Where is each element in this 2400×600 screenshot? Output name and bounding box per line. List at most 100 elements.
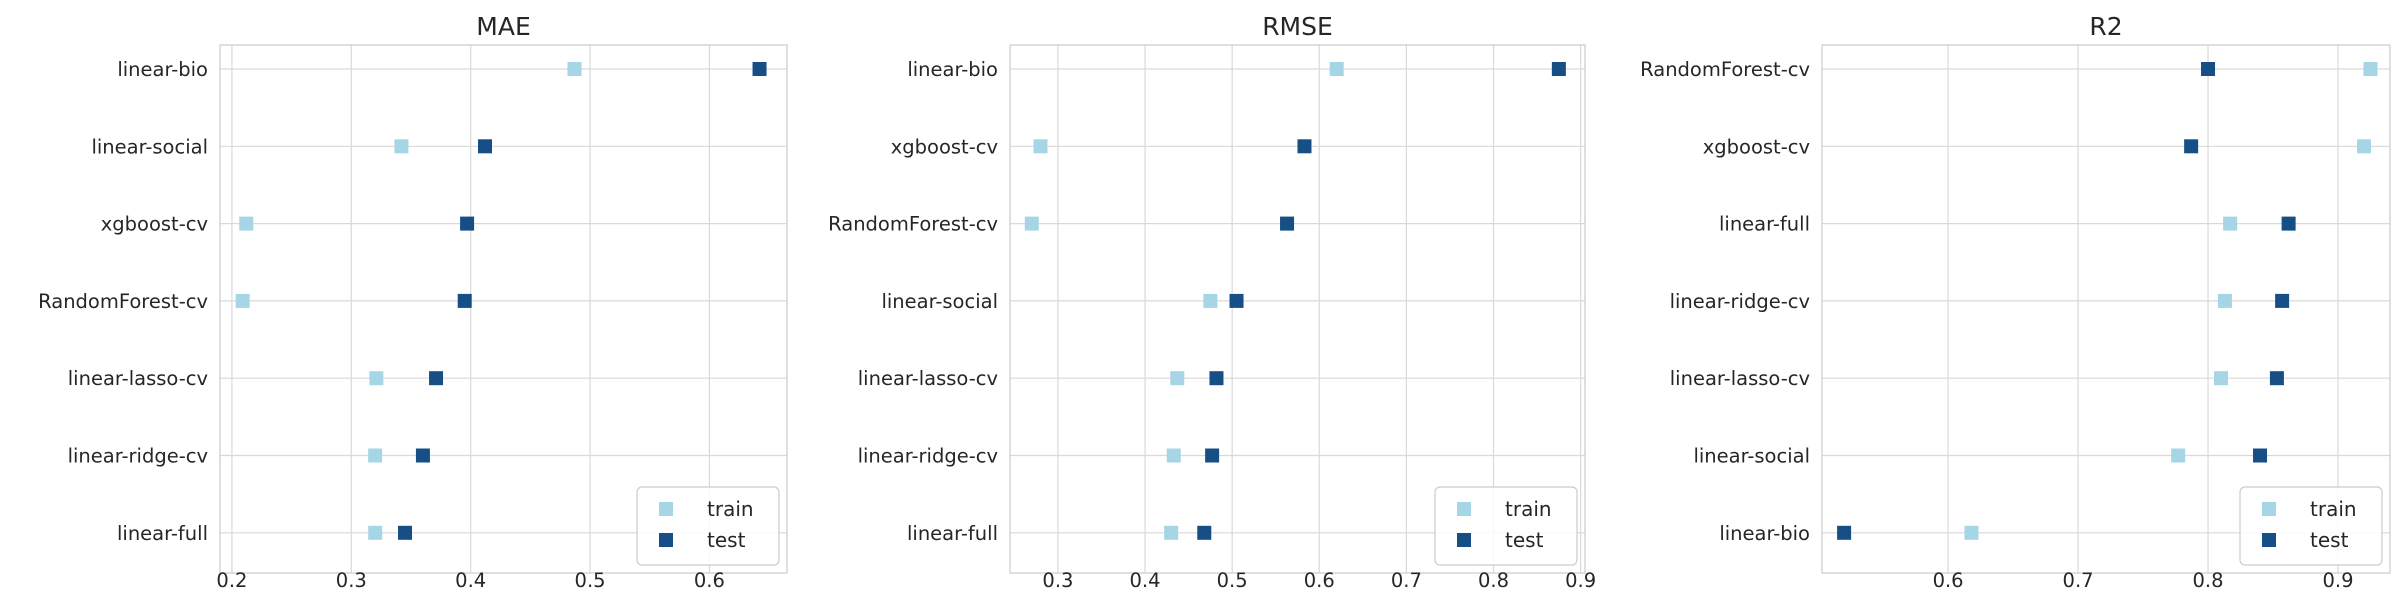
- rmse-train-marker-linear-lasso-cv: [1170, 371, 1185, 386]
- mae-test-marker-linear-full: [398, 525, 413, 540]
- r2-y-tick-label: linear-social: [1693, 445, 1810, 468]
- rmse-x-tick-label: 0.4: [1130, 569, 1161, 592]
- mae-test-marker-RandomForest-cv: [457, 293, 472, 308]
- mae-y-tick-label: linear-bio: [117, 58, 208, 81]
- mae-y-tick-label: RandomForest-cv: [38, 290, 208, 313]
- mae-train-marker-linear-ridge-cv: [368, 448, 383, 463]
- mae-x-tick-label: 0.6: [694, 569, 725, 592]
- r2-test-marker-linear-social: [2253, 448, 2268, 463]
- mae-y-tick-label: linear-ridge-cv: [68, 445, 208, 468]
- mae-train-marker-linear-full: [368, 525, 383, 540]
- r2-x-tick-label: 0.7: [2063, 569, 2094, 592]
- mae-markers: [235, 62, 767, 540]
- r2-legend-train-swatch: [2262, 502, 2276, 516]
- mae-x-tick-label: 0.3: [336, 569, 367, 592]
- r2-y-tick-label: linear-full: [1719, 213, 1810, 236]
- r2-x-tick-label: 0.9: [2323, 569, 2354, 592]
- rmse-train-marker-linear-social: [1203, 293, 1218, 308]
- r2-plot-area: [1821, 44, 2391, 574]
- r2-markers: [1837, 62, 2378, 540]
- mae-y-tick-label: linear-lasso-cv: [68, 367, 208, 390]
- r2-legend-train-label: train: [2310, 497, 2357, 521]
- rmse-x-tick-labels: 0.3 0.4 0.5 0.6 0.7 0.8 0.9: [1042, 569, 1596, 592]
- rmse-plot-area: [1009, 44, 1586, 574]
- rmse-y-tick-label: linear-bio: [907, 58, 998, 81]
- mae-plot-area: [219, 44, 788, 574]
- rmse-train-marker-xgboost-cv: [1033, 139, 1048, 154]
- mae-legend-test-swatch: [659, 533, 673, 547]
- r2-train-marker-linear-ridge-cv: [2217, 293, 2232, 308]
- r2-title: R2: [2089, 12, 2122, 41]
- rmse-legend-train-label: train: [1505, 497, 1552, 521]
- r2-test-marker-linear-full: [2281, 216, 2296, 231]
- r2-y-tick-label: linear-lasso-cv: [1670, 367, 1810, 390]
- rmse-y-tick-labels: linear-bio xgboost-cv RandomForest-cv linea…: [828, 58, 998, 545]
- r2-train-marker-xgboost-cv: [2357, 139, 2372, 154]
- mae-x-tick-label: 0.4: [455, 569, 486, 592]
- r2-train-marker-RandomForest-cv: [2363, 62, 2378, 76]
- r2-test-marker-RandomForest-cv: [2201, 62, 2216, 76]
- rmse-x-tick-label: 0.3: [1042, 569, 1073, 592]
- r2-grid: [1822, 45, 2390, 573]
- rmse-train-marker-RandomForest-cv: [1024, 216, 1039, 231]
- r2-legend: train test: [2239, 486, 2383, 566]
- mae-test-marker-linear-social: [477, 139, 492, 154]
- mae-legend-train-label: train: [707, 497, 754, 521]
- mae-x-tick-label: 0.5: [575, 569, 606, 592]
- r2-train-marker-linear-full: [2223, 216, 2238, 231]
- r2-y-tick-label: linear-ridge-cv: [1670, 290, 1810, 313]
- mae-panel: MAE linear-bio linear-social xgboost-cv Ran…: [38, 12, 788, 592]
- mae-x-tick-label: 0.2: [216, 569, 247, 592]
- rmse-legend-train-swatch: [1457, 502, 1471, 516]
- mae-title: MAE: [476, 12, 530, 41]
- mae-train-marker-linear-bio: [567, 62, 582, 76]
- rmse-train-marker-linear-full: [1164, 525, 1179, 540]
- r2-test-marker-linear-lasso-cv: [2269, 371, 2284, 386]
- r2-y-tick-label: xgboost-cv: [1703, 135, 1810, 158]
- rmse-legend: train test: [1434, 486, 1578, 566]
- rmse-title: RMSE: [1262, 12, 1333, 41]
- rmse-grid: [1010, 45, 1585, 573]
- mae-train-marker-xgboost-cv: [239, 216, 254, 231]
- mae-y-tick-labels: linear-bio linear-social xgboost-cv RandomF…: [38, 58, 208, 545]
- rmse-x-tick-label: 0.7: [1391, 569, 1422, 592]
- rmse-x-tick-label: 0.9: [1565, 569, 1596, 592]
- rmse-test-marker-linear-bio: [1551, 62, 1566, 76]
- r2-y-tick-label: RandomForest-cv: [1640, 58, 1810, 81]
- mae-grid: [220, 45, 787, 573]
- r2-test-marker-linear-bio: [1837, 525, 1852, 540]
- rmse-train-marker-linear-ridge-cv: [1166, 448, 1181, 463]
- r2-test-marker-xgboost-cv: [2184, 139, 2199, 154]
- mae-train-marker-RandomForest-cv: [235, 293, 250, 308]
- r2-test-marker-linear-ridge-cv: [2275, 293, 2290, 308]
- rmse-y-tick-label: xgboost-cv: [891, 135, 998, 158]
- rmse-panel: RMSE linear-bio xgboost-cv RandomForest-cv…: [828, 12, 1596, 592]
- r2-x-tick-labels: 0.6 0.7 0.8 0.9: [1933, 569, 2354, 592]
- r2-legend-test-label: test: [2310, 528, 2349, 552]
- mae-y-tick-label: linear-social: [91, 135, 208, 158]
- r2-y-tick-labels: RandomForest-cv xgboost-cv linear-full line…: [1640, 58, 1810, 545]
- r2-train-marker-linear-lasso-cv: [2214, 371, 2229, 386]
- mae-test-marker-linear-lasso-cv: [429, 371, 444, 386]
- mae-test-marker-linear-bio: [752, 62, 767, 76]
- mae-legend-test-label: test: [707, 528, 746, 552]
- rmse-markers: [1024, 62, 1566, 540]
- mae-train-marker-linear-social: [394, 139, 409, 154]
- r2-x-tick-label: 0.8: [2193, 569, 2224, 592]
- rmse-test-marker-linear-lasso-cv: [1209, 371, 1224, 386]
- mae-legend: train test: [636, 486, 780, 566]
- rmse-x-tick-label: 0.5: [1217, 569, 1248, 592]
- rmse-legend-test-swatch: [1457, 533, 1471, 547]
- rmse-test-marker-xgboost-cv: [1297, 139, 1312, 154]
- rmse-legend-test-label: test: [1505, 528, 1544, 552]
- r2-train-marker-linear-bio: [1964, 525, 1979, 540]
- rmse-x-tick-label: 0.8: [1478, 569, 1509, 592]
- rmse-x-tick-label: 0.6: [1304, 569, 1335, 592]
- mae-legend-train-swatch: [659, 502, 673, 516]
- rmse-test-marker-linear-social: [1229, 293, 1244, 308]
- r2-y-tick-label: linear-bio: [1719, 522, 1810, 545]
- rmse-y-tick-label: linear-ridge-cv: [858, 445, 998, 468]
- mae-test-marker-linear-ridge-cv: [415, 448, 430, 463]
- rmse-y-tick-label: linear-full: [907, 522, 998, 545]
